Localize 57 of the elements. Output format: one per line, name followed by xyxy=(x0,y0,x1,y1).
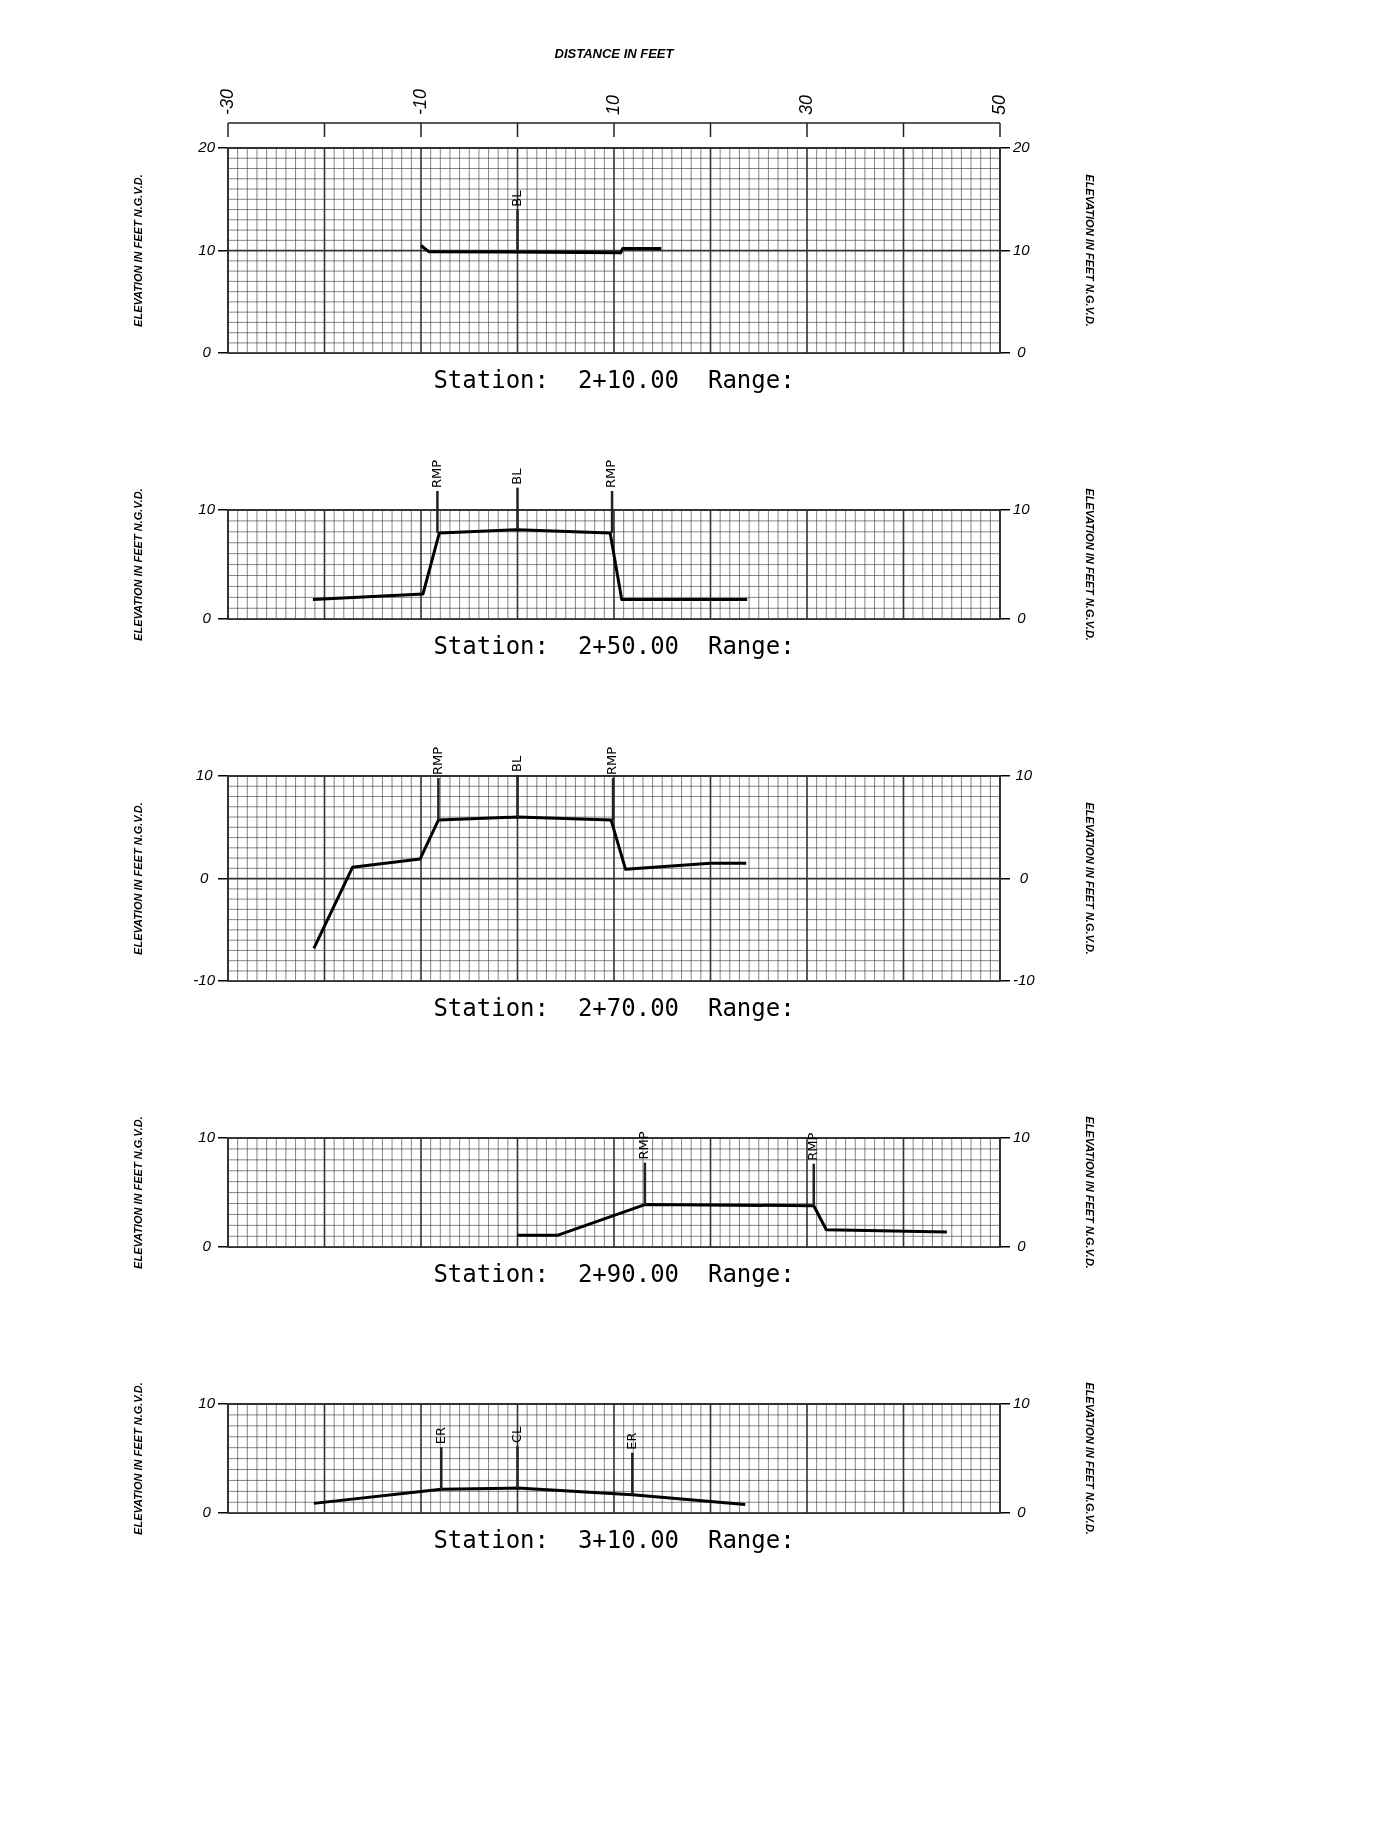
y2-tick-label: 20 xyxy=(1012,138,1031,156)
y-tick-label: 10 xyxy=(198,1394,216,1412)
y2-tick-label: 0 xyxy=(1017,1503,1027,1521)
y2-tick-label: 10 xyxy=(1015,766,1033,784)
y-tick-label: 0 xyxy=(199,868,209,886)
y2-axis-title: ELEVATION IN FEET N.G.V.D. xyxy=(1084,802,1097,955)
y2-tick-label: 10 xyxy=(1013,1128,1031,1146)
y2-axis-title: ELEVATION IN FEET N.G.V.D. xyxy=(1084,1382,1097,1535)
y2-tick-label: 10 xyxy=(1013,1394,1031,1412)
y2-tick-label: 0 xyxy=(1017,1237,1027,1255)
annotation: BL xyxy=(508,755,524,773)
y-tick-label: 0 xyxy=(202,609,212,627)
y-tick-label: 10 xyxy=(198,240,216,258)
y-axis-title: ELEVATION IN FEET N.G.V.D. xyxy=(131,802,144,955)
text: Station: 3+10.00 Range: xyxy=(433,1525,795,1554)
annotation: RMP xyxy=(636,1131,652,1160)
annotation: RMP xyxy=(604,746,620,776)
y-tick-label: 10 xyxy=(198,1128,216,1146)
y2-axis-title: ELEVATION IN FEET N.G.V.D. xyxy=(1084,1116,1097,1269)
text: Station: 2+50.00 Range: xyxy=(433,631,795,660)
x-tick-label: -10 xyxy=(410,88,430,115)
annotation: BL xyxy=(508,189,524,207)
y-tick-label: -10 xyxy=(193,971,216,989)
y2-tick-label: 0 xyxy=(1019,868,1029,886)
annotation: RMP xyxy=(805,1132,821,1161)
y-tick-label: 20 xyxy=(197,138,216,156)
y2-tick-label: 0 xyxy=(1017,609,1027,627)
text: Station: 2+70.00 Range: xyxy=(433,993,795,1022)
y2-tick-label: 0 xyxy=(1017,343,1027,361)
annotation: CL xyxy=(508,1426,524,1444)
y-axis-title: ELEVATION IN FEET N.G.V.D. xyxy=(131,1382,144,1535)
annotation: BL xyxy=(508,467,524,485)
y2-tick-label: -10 xyxy=(1013,971,1036,989)
x-tick-label: 50 xyxy=(989,94,1009,115)
annotation: RMP xyxy=(428,459,444,488)
annotation: ER xyxy=(432,1426,448,1445)
y-axis-title: ELEVATION IN FEET N.G.V.D. xyxy=(131,488,144,641)
annotation: RMP xyxy=(429,746,445,776)
y2-axis-title: ELEVATION IN FEET N.G.V.D. xyxy=(1084,174,1097,327)
y-tick-label: 10 xyxy=(195,766,214,784)
y-tick-label: 0 xyxy=(202,343,212,361)
y2-tick-label: 10 xyxy=(1013,240,1031,258)
annotation: RMP xyxy=(603,459,619,488)
y2-axis-title: ELEVATION IN FEET N.G.V.D. xyxy=(1084,488,1097,641)
text: Station: 2+10.00 Range: xyxy=(433,365,795,394)
x-tick-label: -30 xyxy=(217,88,237,115)
y-tick-label: 10 xyxy=(198,500,216,518)
y-tick-label: 0 xyxy=(202,1237,212,1255)
annotation: ER xyxy=(623,1432,639,1450)
text: Station: 2+90.00 Range: xyxy=(433,1259,795,1288)
y-axis-title: ELEVATION IN FEET N.G.V.D. xyxy=(131,1116,144,1269)
x-axis-title: DISTANCE IN FEET xyxy=(554,46,675,61)
x-tick-label: 10 xyxy=(603,94,623,115)
y-tick-label: 0 xyxy=(202,1503,212,1521)
y2-tick-label: 10 xyxy=(1013,500,1031,518)
x-tick-label: 30 xyxy=(796,94,816,115)
y-axis-title: ELEVATION IN FEET N.G.V.D. xyxy=(131,174,144,327)
